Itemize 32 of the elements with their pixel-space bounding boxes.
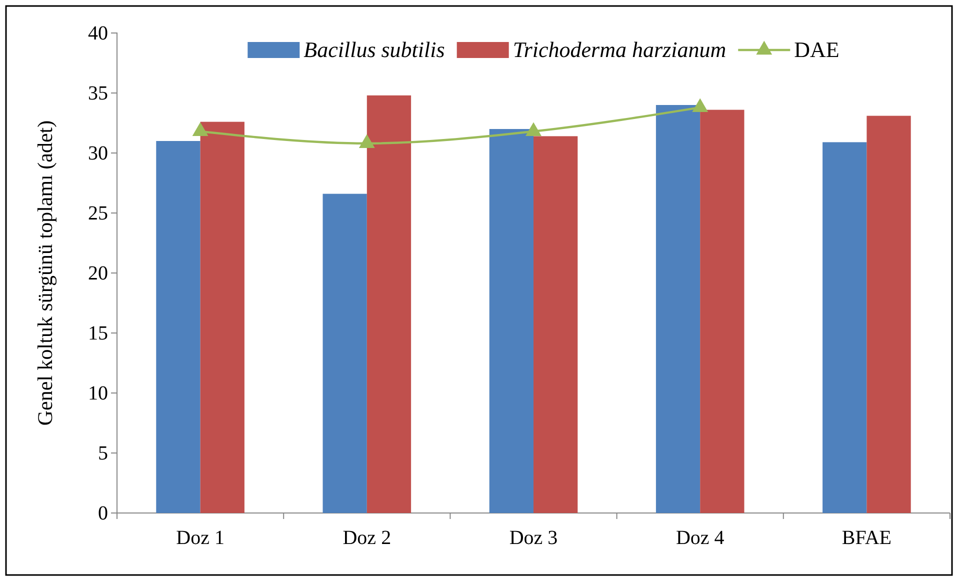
x-tick-label: Doz 2: [342, 527, 392, 549]
bar: [700, 110, 744, 513]
y-tick-label: 20: [88, 262, 108, 284]
x-tick-label: Doz 1: [176, 527, 224, 549]
bar: [866, 116, 911, 513]
bar: [366, 95, 412, 513]
x-tick-label: Doz 4: [676, 527, 724, 549]
y-tick-label: 0: [98, 502, 108, 524]
y-tick-label: 5: [98, 442, 108, 464]
x-tick-label: Doz 3: [509, 527, 558, 549]
legend-label: Trichoderma harzianum: [512, 37, 726, 62]
bar: [489, 129, 534, 513]
legend-label: Bacillus subtilis: [304, 37, 445, 62]
bar: [322, 194, 367, 513]
y-tick-label: 30: [88, 142, 108, 164]
y-tick-label: 25: [88, 202, 108, 224]
bar: [200, 122, 244, 513]
y-tick-label: 10: [88, 382, 108, 404]
point: [358, 134, 375, 148]
y-tick-label: 15: [88, 322, 108, 344]
x-tick-label: BFAE: [842, 527, 892, 549]
legend-label: DAE: [794, 37, 840, 62]
bar: [156, 141, 200, 513]
y-tick-label: 35: [88, 82, 108, 104]
y-axis-title: Genel koltuk sürgünü toplamı (adet): [33, 120, 57, 426]
point: [526, 122, 542, 136]
bar: [656, 105, 700, 513]
point: [192, 122, 208, 136]
point: [692, 98, 708, 112]
bar: [822, 142, 867, 513]
bar: [534, 136, 578, 513]
y-tick-label: 40: [88, 22, 108, 44]
